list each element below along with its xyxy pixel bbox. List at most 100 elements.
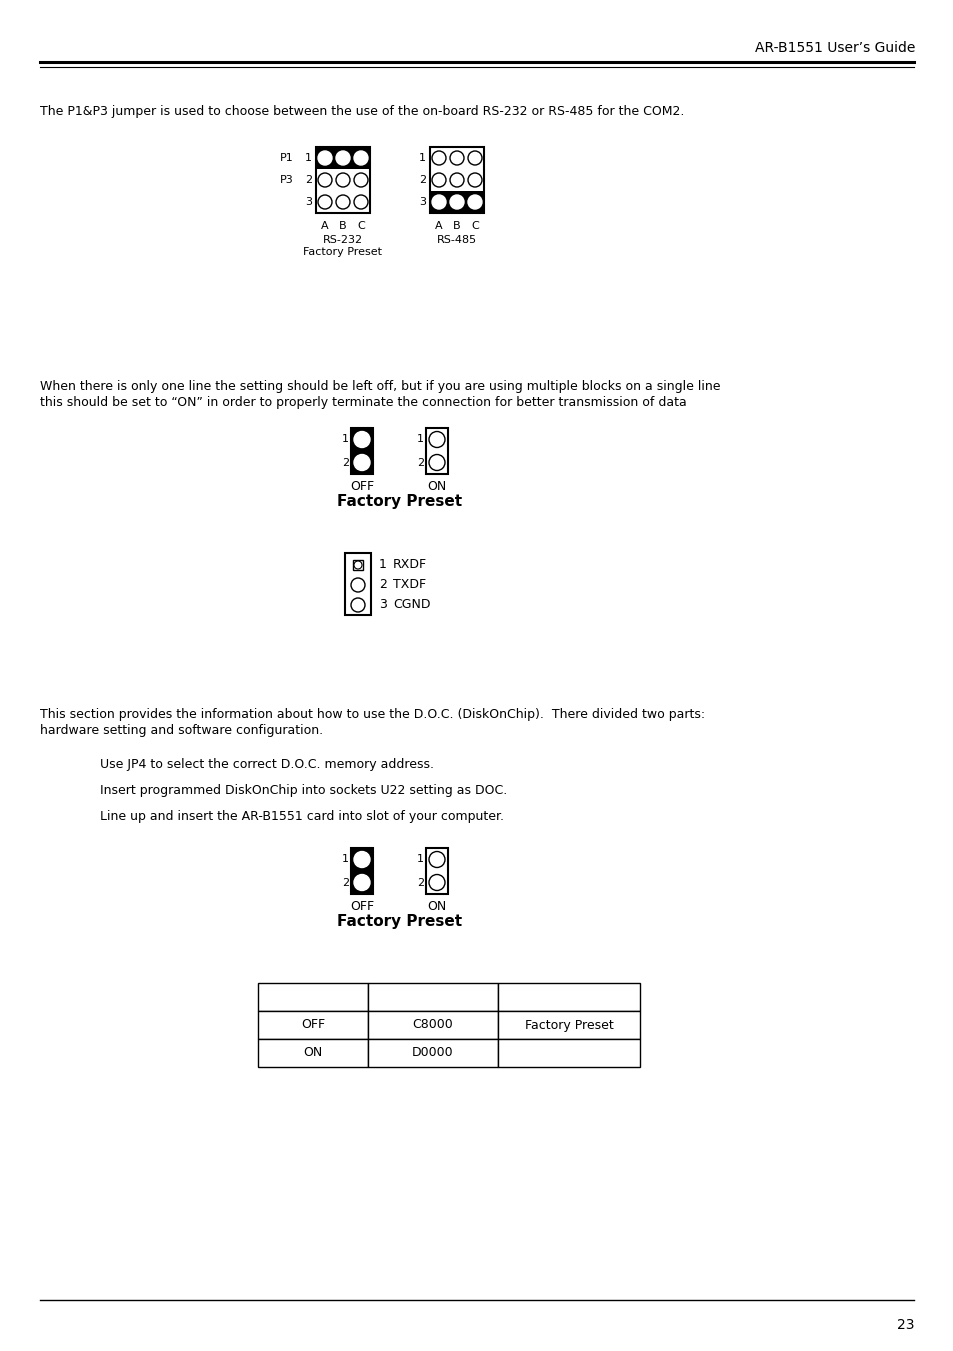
Bar xyxy=(315,147,370,169)
Bar xyxy=(497,984,639,1011)
Circle shape xyxy=(468,173,481,186)
Text: CGND: CGND xyxy=(393,598,430,612)
Circle shape xyxy=(354,195,368,209)
Bar xyxy=(257,1011,368,1039)
Bar xyxy=(430,169,483,190)
Circle shape xyxy=(468,151,481,165)
Bar xyxy=(257,1039,368,1067)
Circle shape xyxy=(450,195,463,209)
Text: 1: 1 xyxy=(416,854,423,865)
Text: P1: P1 xyxy=(280,153,294,163)
Circle shape xyxy=(317,173,332,186)
Circle shape xyxy=(354,151,368,165)
Text: 2: 2 xyxy=(416,878,423,888)
Text: 2: 2 xyxy=(418,176,426,185)
Bar xyxy=(368,984,497,1011)
Text: C8000: C8000 xyxy=(413,1019,453,1032)
Text: 3: 3 xyxy=(418,197,426,207)
Circle shape xyxy=(450,151,463,165)
Bar xyxy=(315,147,370,213)
Text: ON: ON xyxy=(303,1047,322,1059)
Circle shape xyxy=(317,151,332,165)
Text: The P1&P3 jumper is used to choose between the use of the on-board RS-232 or RS-: The P1&P3 jumper is used to choose betwe… xyxy=(40,105,683,118)
Bar xyxy=(426,848,448,894)
Text: C: C xyxy=(356,222,364,231)
Text: 1: 1 xyxy=(341,854,349,865)
Text: 23: 23 xyxy=(897,1319,914,1332)
Text: This section provides the information about how to use the D.O.C. (DiskOnChip). : This section provides the information ab… xyxy=(40,708,704,721)
Bar xyxy=(368,1039,497,1067)
Text: Factory Preset: Factory Preset xyxy=(303,247,382,257)
Text: Factory Preset: Factory Preset xyxy=(336,494,461,509)
Text: 1: 1 xyxy=(305,153,312,163)
Bar xyxy=(497,1039,639,1067)
Text: 2: 2 xyxy=(378,578,387,592)
Text: 2: 2 xyxy=(341,878,349,888)
Text: B: B xyxy=(453,222,460,231)
Text: Factory Preset: Factory Preset xyxy=(524,1019,613,1032)
Bar xyxy=(430,147,483,169)
Text: OFF: OFF xyxy=(350,480,374,493)
Text: hardware setting and software configuration.: hardware setting and software configurat… xyxy=(40,724,323,738)
Text: RXDF: RXDF xyxy=(393,558,427,571)
Bar xyxy=(315,190,370,213)
Circle shape xyxy=(354,454,370,470)
Text: 1: 1 xyxy=(341,435,349,444)
Circle shape xyxy=(351,578,365,592)
Text: OFF: OFF xyxy=(350,900,374,913)
Text: Use JP4 to select the correct D.O.C. memory address.: Use JP4 to select the correct D.O.C. mem… xyxy=(100,758,434,771)
Text: P3: P3 xyxy=(280,176,294,185)
Text: AR-B1551 User’s Guide: AR-B1551 User’s Guide xyxy=(754,41,914,55)
Bar xyxy=(368,1011,497,1039)
Bar xyxy=(345,553,371,615)
Text: OFF: OFF xyxy=(300,1019,325,1032)
Circle shape xyxy=(429,431,444,447)
Circle shape xyxy=(450,173,463,186)
Bar xyxy=(430,147,483,213)
Circle shape xyxy=(432,195,446,209)
Circle shape xyxy=(335,195,350,209)
Text: B: B xyxy=(339,222,347,231)
Circle shape xyxy=(354,874,370,890)
Bar xyxy=(315,169,370,190)
Text: A: A xyxy=(435,222,442,231)
Circle shape xyxy=(335,173,350,186)
Text: TXDF: TXDF xyxy=(393,578,426,592)
Text: 2: 2 xyxy=(341,458,349,467)
Text: 3: 3 xyxy=(305,197,312,207)
Circle shape xyxy=(429,851,444,867)
Circle shape xyxy=(354,851,370,867)
Text: 2: 2 xyxy=(305,176,312,185)
Text: D0000: D0000 xyxy=(412,1047,454,1059)
Circle shape xyxy=(429,454,444,470)
Text: ON: ON xyxy=(427,900,446,913)
Text: Insert programmed DiskOnChip into sockets U22 setting as DOC.: Insert programmed DiskOnChip into socket… xyxy=(100,784,507,797)
Bar xyxy=(430,190,483,213)
Bar xyxy=(257,984,368,1011)
Bar xyxy=(353,561,363,570)
Text: 1: 1 xyxy=(418,153,426,163)
Bar xyxy=(351,428,373,474)
Text: A: A xyxy=(321,222,329,231)
Circle shape xyxy=(351,598,365,612)
Text: When there is only one line the setting should be left off, but if you are using: When there is only one line the setting … xyxy=(40,380,720,393)
Circle shape xyxy=(429,874,444,890)
Circle shape xyxy=(432,173,446,186)
Bar xyxy=(351,848,373,894)
Circle shape xyxy=(354,173,368,186)
Text: 2: 2 xyxy=(416,458,423,467)
Circle shape xyxy=(354,431,370,447)
Text: Line up and insert the AR-B1551 card into slot of your computer.: Line up and insert the AR-B1551 card int… xyxy=(100,811,503,823)
Text: ON: ON xyxy=(427,480,446,493)
Text: 3: 3 xyxy=(378,598,387,612)
Text: C: C xyxy=(471,222,478,231)
Bar xyxy=(497,1011,639,1039)
Text: RS-485: RS-485 xyxy=(436,235,476,245)
Text: this should be set to “ON” in order to properly terminate the connection for bet: this should be set to “ON” in order to p… xyxy=(40,396,686,409)
Bar xyxy=(426,428,448,474)
Circle shape xyxy=(354,561,361,569)
Circle shape xyxy=(468,195,481,209)
Text: Factory Preset: Factory Preset xyxy=(336,915,461,929)
Circle shape xyxy=(317,195,332,209)
Text: 1: 1 xyxy=(378,558,387,571)
